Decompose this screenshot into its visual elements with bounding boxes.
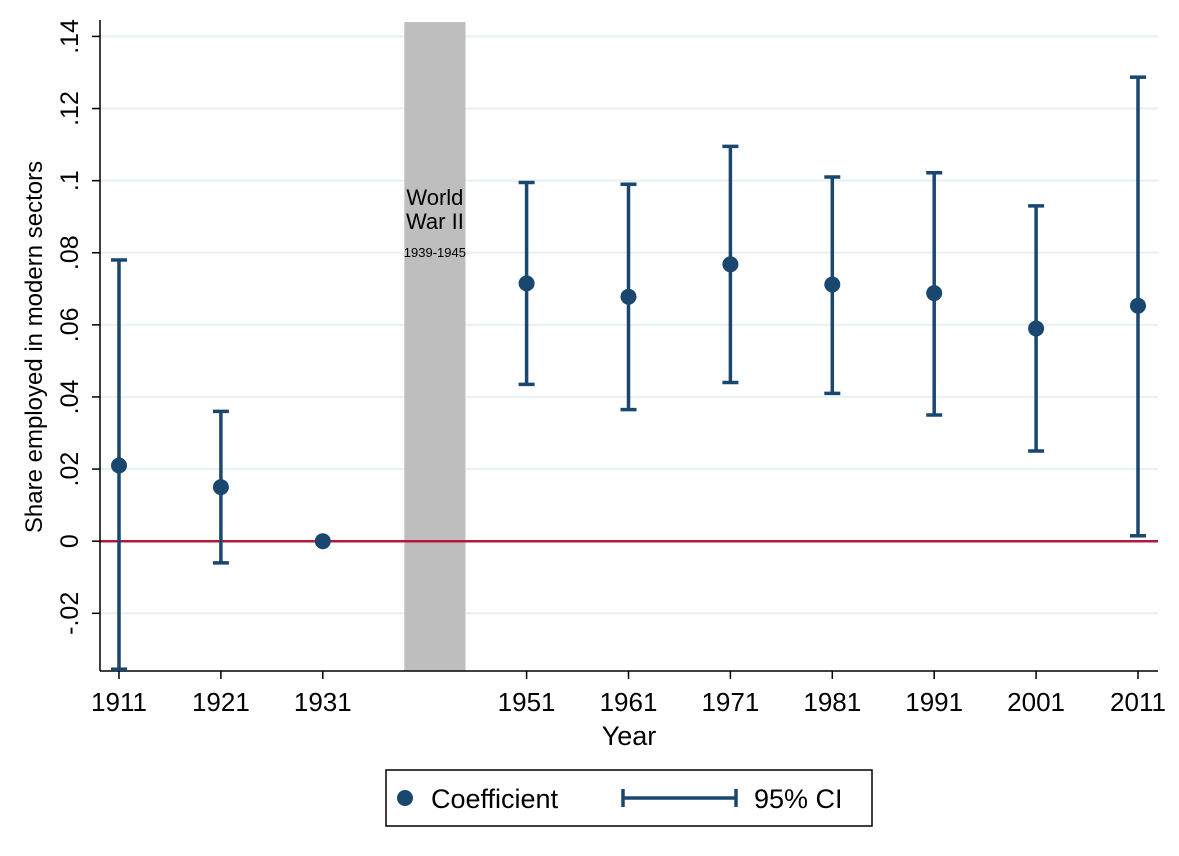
y-tick-label: .08 (56, 235, 84, 270)
legend: Coefficient 95% CI (385, 769, 873, 827)
coefficient-point (111, 457, 127, 474)
coefficient-point (926, 285, 943, 302)
coefficient-point (824, 276, 841, 293)
coefficient-point (212, 479, 229, 496)
x-tick-label: 1951 (498, 687, 556, 717)
coefficient-point (314, 533, 331, 550)
y-tick-label: .04 (56, 380, 84, 415)
legend-ci-label: 95% CI (754, 784, 843, 814)
legend-coefficient-label: Coefficient (431, 784, 559, 814)
y-axis-title: Share employed in modern sectors (21, 161, 48, 533)
x-tick-label: 1911 (91, 687, 147, 717)
coefficient-point (518, 275, 535, 292)
x-tick-label: 1921 (192, 687, 250, 717)
ww2-band-title: War II (406, 209, 464, 234)
y-tick-label: .02 (56, 452, 84, 487)
ww2-band-title: World (406, 185, 463, 210)
coefficient-series (111, 75, 1146, 671)
x-tick-label: 1961 (600, 687, 658, 717)
ww2-band-subtitle: 1939-1945 (404, 245, 466, 260)
x-tick-label: 2011 (1110, 687, 1166, 717)
axes: -.02 0 .02 .04 .06 .08 .1 .12 .14 1911 1921 1931 195… (56, 19, 1166, 717)
legend-ci-symbol (621, 789, 738, 807)
x-tick-label: 2001 (1007, 687, 1065, 717)
coefficient-point (620, 288, 637, 305)
coefficient-point (722, 256, 739, 273)
y-tick-label: .1 (56, 170, 84, 191)
y-tick-label: .14 (56, 19, 84, 54)
y-tick-label: .06 (56, 307, 84, 342)
coefficient-point (1130, 297, 1146, 314)
legend-coefficient-symbol (397, 790, 413, 806)
y-tick-label: .12 (56, 91, 84, 126)
x-tick-label: 1991 (905, 687, 963, 717)
y-tick-label: 0 (56, 534, 84, 548)
x-axis-title: Year (602, 721, 657, 751)
x-tick-label: 1971 (701, 687, 759, 717)
x-tick-label: 1931 (294, 687, 352, 717)
coefficient-point (1028, 320, 1045, 337)
ww2-band-rect (404, 22, 466, 671)
x-tick-label: 1981 (803, 687, 861, 717)
y-tick-label: -.02 (56, 592, 84, 635)
